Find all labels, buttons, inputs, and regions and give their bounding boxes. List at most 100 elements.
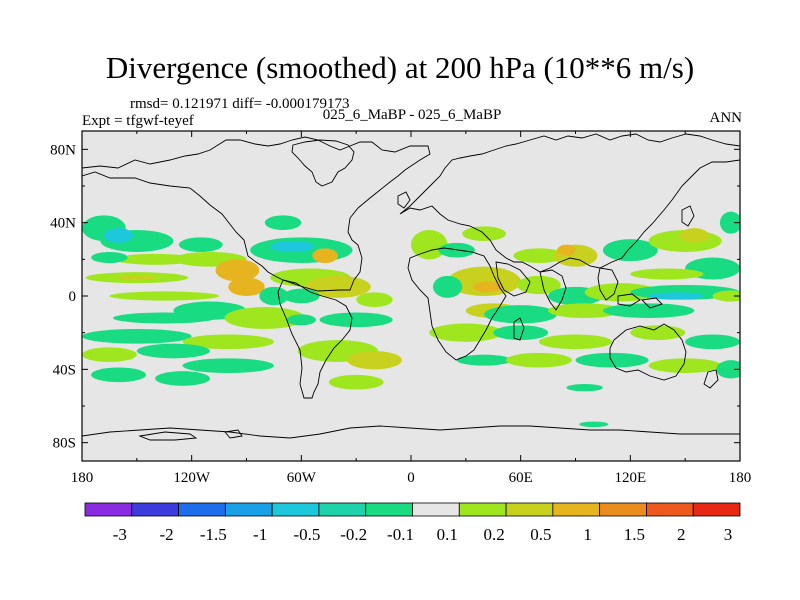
colorbar-swatch <box>84 502 133 517</box>
contour-region <box>473 281 503 293</box>
colorbar-label: -2 <box>159 525 173 544</box>
contour-region <box>312 248 338 263</box>
contour-region <box>178 237 223 253</box>
contour-region <box>411 230 448 260</box>
colorbar-label: -0.5 <box>293 525 320 544</box>
contour-region <box>113 312 216 324</box>
contour-region <box>347 351 402 370</box>
x-tick-label: 120E <box>614 470 646 486</box>
colorbar-label: -1.5 <box>200 525 227 544</box>
contour-region <box>602 239 658 262</box>
x-tick-label: 60W <box>287 470 317 486</box>
y-tick-label: 0 <box>69 289 77 305</box>
x-tick-label: 120W <box>173 470 211 486</box>
contour-region <box>215 259 260 282</box>
colorbar: -3 -2 -1.5 -1 -0.5 -0.2 -0.1 0.1 0.2 0.5 1 1.5 2 3 <box>84 502 741 544</box>
axis-ticks: 180 120W 60W 0 60E 120E 180 80N 40N 0 40S 80S <box>50 131 751 486</box>
colorbar-label: 2 <box>677 525 686 544</box>
contour-region <box>447 266 521 297</box>
contour-region <box>506 352 572 368</box>
contour-region <box>182 334 274 350</box>
contour-region <box>716 360 740 379</box>
colorbar-swatch <box>505 502 554 517</box>
contour-region <box>270 241 315 252</box>
colorbar-swatch <box>224 502 273 517</box>
contour-region <box>283 288 320 304</box>
colorbar-label: -0.2 <box>340 525 367 544</box>
contour-region <box>432 275 463 298</box>
contour-region <box>712 290 740 302</box>
contour-region <box>648 292 704 300</box>
contour-region <box>328 374 384 390</box>
colorbar-swatch <box>458 502 507 517</box>
colorbar-swatch <box>271 502 320 517</box>
contour-region <box>557 244 576 256</box>
contour-region <box>579 421 609 428</box>
x-tick-label: 0 <box>407 470 415 486</box>
contour-region <box>109 291 220 301</box>
contour-region <box>484 305 558 324</box>
stats-text: rmsd= 0.121971 diff= -0.000179173 <box>130 96 350 112</box>
colorbar-label: 3 <box>724 525 733 544</box>
contour-region <box>602 303 695 318</box>
contour-region <box>114 253 196 265</box>
colorbar-swatch <box>692 502 741 517</box>
colorbar-swatch <box>178 502 226 517</box>
experiment-label: Expt = tfgwf-teyef <box>82 113 194 129</box>
colorbar-swatch <box>646 502 694 517</box>
contour-region <box>228 277 265 297</box>
contour-region <box>456 354 512 366</box>
contour-region <box>136 343 210 359</box>
contour-region <box>319 312 393 328</box>
y-tick-label: 80N <box>50 142 76 158</box>
colorbar-label: -1 <box>253 525 267 544</box>
contour-region <box>82 347 137 362</box>
contour-region <box>304 275 371 298</box>
contour-region <box>513 248 565 263</box>
colorbar-label: 0.5 <box>530 525 551 544</box>
season-label: ANN <box>709 110 743 126</box>
colorbar-label: -3 <box>113 525 127 544</box>
x-tick-label: 180 <box>729 470 752 486</box>
case-names: 025_6_MaBP - 025_6_MaBP <box>322 107 502 123</box>
colorbar-label: 0.1 <box>437 525 458 544</box>
colorbar-swatch <box>412 502 460 517</box>
contour-region <box>103 228 134 243</box>
contour-region <box>575 352 649 368</box>
contour-region <box>118 274 156 281</box>
contour-region <box>630 325 686 340</box>
contour-region <box>538 334 613 350</box>
y-tick-label: 40N <box>50 216 76 232</box>
x-tick-label: 180 <box>71 470 94 486</box>
colorbar-swatch <box>599 502 647 517</box>
colorbar-swatch <box>318 502 367 517</box>
contour-region <box>679 228 709 243</box>
contour-region <box>91 252 128 263</box>
contour-region <box>259 286 289 306</box>
colorbar-label: 1.5 <box>624 525 645 544</box>
colorbar-label: -0.1 <box>387 525 414 544</box>
chart-title: Divergence (smoothed) at 200 hPa (10**6 … <box>105 50 695 85</box>
contour-region <box>685 334 740 350</box>
contour-region <box>517 275 561 295</box>
contour-region <box>286 314 316 326</box>
contour-region <box>82 329 192 344</box>
contour-region <box>224 307 305 329</box>
contour-region <box>719 211 740 234</box>
contour-region <box>429 323 503 342</box>
contour-region <box>566 384 603 392</box>
y-tick-label: 40S <box>53 362 76 378</box>
contour-region <box>264 215 302 231</box>
x-tick-label: 60E <box>509 470 533 486</box>
contour-region <box>356 292 393 307</box>
contour-region <box>584 283 658 302</box>
colorbar-swatch <box>365 502 413 517</box>
contour-region <box>493 325 549 340</box>
contour-region <box>648 358 722 373</box>
colorbar-label: 1 <box>583 525 592 544</box>
contour-region <box>548 303 622 318</box>
y-tick-label: 80S <box>53 436 76 452</box>
colorbar-swatch <box>131 502 179 517</box>
contour-region <box>630 268 704 280</box>
colorbar-swatch <box>552 502 601 517</box>
